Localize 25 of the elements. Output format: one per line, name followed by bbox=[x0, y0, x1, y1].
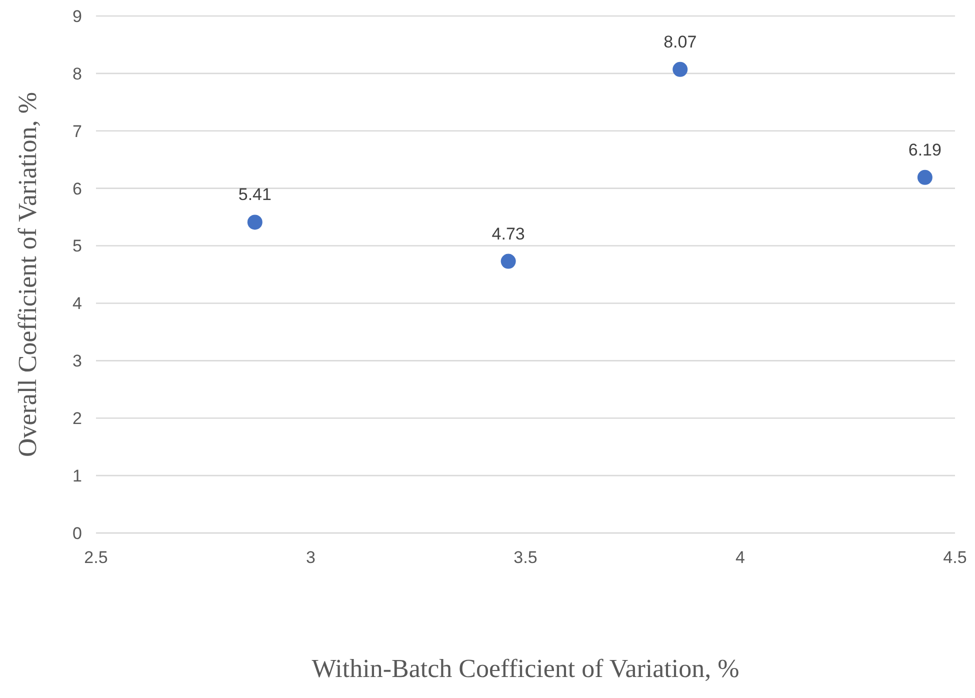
point bbox=[500, 254, 516, 269]
point bbox=[672, 62, 688, 77]
point bbox=[247, 214, 262, 230]
y-tick-label: 8 bbox=[72, 64, 82, 84]
data-label: 8.07 bbox=[664, 32, 697, 52]
data-label: 4.73 bbox=[492, 224, 525, 244]
y-tick-label: 3 bbox=[72, 352, 82, 371]
y-tick-label: 7 bbox=[72, 122, 82, 141]
y-tick-label: 9 bbox=[72, 6, 82, 26]
x-tick-label: 4.5 bbox=[943, 548, 967, 567]
x-tick-label: 2.5 bbox=[84, 548, 108, 567]
y-tick-label: 6 bbox=[72, 179, 82, 198]
point bbox=[917, 170, 932, 185]
x-axis-title: Within-Batch Coefficient of Variation, % bbox=[312, 654, 740, 683]
y-tick-label: 4 bbox=[72, 294, 82, 314]
x-tick-label: 3.5 bbox=[514, 548, 538, 567]
y-tick-label: 0 bbox=[72, 524, 82, 543]
y-tick-label: 1 bbox=[72, 466, 82, 486]
y-tick-label: 5 bbox=[72, 236, 82, 256]
x-tick-label: 3 bbox=[306, 548, 316, 567]
data-label: 5.41 bbox=[238, 185, 272, 204]
y-axis-title: Overall Coefficient of Variation, % bbox=[13, 92, 42, 458]
y-tick-label: 2 bbox=[72, 409, 82, 428]
data-label: 6.19 bbox=[908, 140, 942, 160]
x-tick-label: 4 bbox=[736, 548, 745, 567]
